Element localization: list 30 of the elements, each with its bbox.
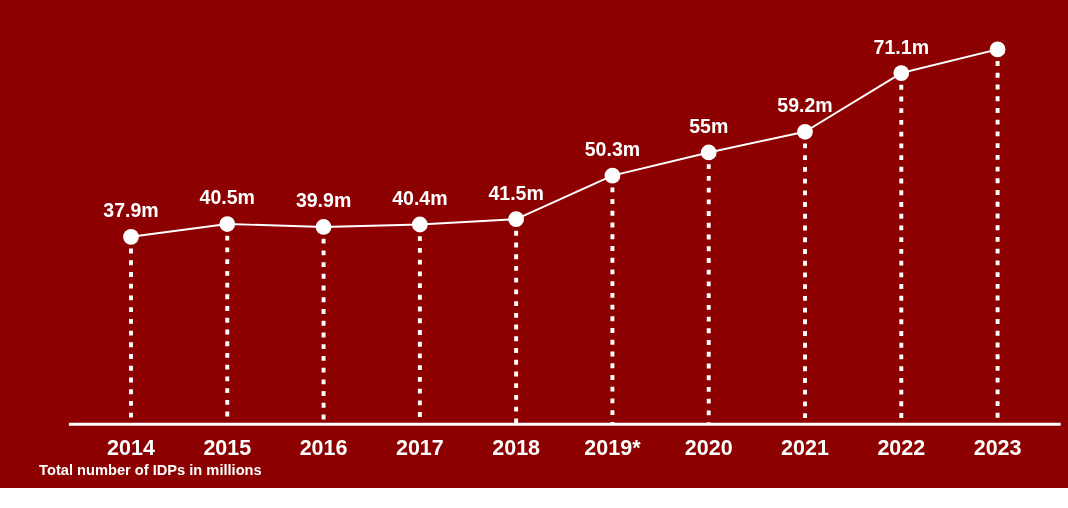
x-tick-label: 2022 [877,435,926,460]
x-tick-label: 2020 [684,435,733,460]
point [508,211,525,227]
data-label: 37.9m [103,199,159,222]
data-label: 39.9m [295,189,352,212]
x-tick-label: 2014 [107,435,155,460]
point [893,65,910,81]
data-label: 40.4m [392,186,448,209]
point [315,219,332,235]
x-tick-label: 2023 [973,435,1022,460]
x-tick-label: 2018 [492,435,541,460]
point [411,216,428,233]
data-label: 41.5m [488,181,544,204]
point [604,167,621,184]
data-label: 55m [689,114,729,137]
point [797,123,813,140]
x-tick-label: 2021 [781,435,829,460]
data-label: 50.3m [584,138,641,161]
x-tick-label: 2019* [584,435,642,460]
point [989,41,1006,58]
data-label: 59.2m [777,94,833,117]
point [219,216,236,232]
x-tick-label: 2017 [395,435,444,460]
x-tick-label: 2015 [203,435,252,460]
point [700,144,717,161]
x-tick-label: 2016 [299,435,348,460]
data-label: 71.1m [873,35,929,58]
text: Total number of IDPs in millions [39,461,262,478]
data-label: 40.5m [199,186,255,209]
point [123,228,139,245]
